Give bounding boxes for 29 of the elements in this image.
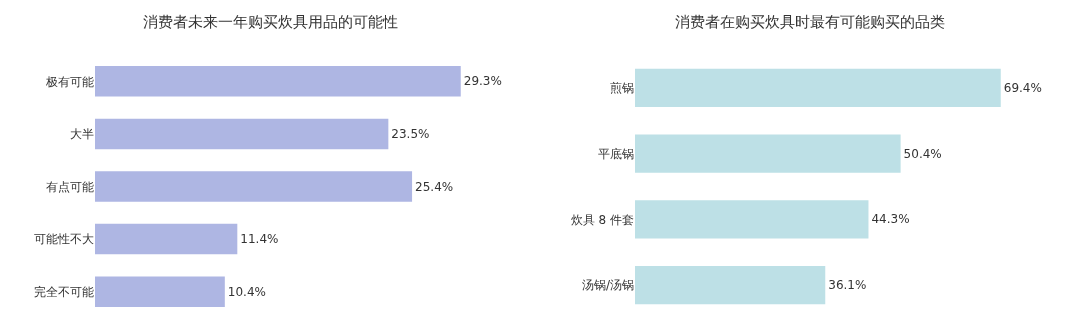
data-label: 10.4% <box>227 284 266 299</box>
y-tick-label: 炊具 8 件套 <box>570 212 634 227</box>
data-label: 69.4% <box>1003 80 1042 95</box>
data-label: 36.1% <box>828 278 867 293</box>
y-tick-label: 完全不可能 <box>34 284 94 299</box>
data-label: 44.3% <box>871 212 910 227</box>
data-label: 25.4% <box>415 179 454 194</box>
y-tick-label: 极有可能 <box>45 74 94 89</box>
bar <box>635 68 1001 107</box>
bar <box>95 171 413 202</box>
bar <box>95 66 461 97</box>
data-label: 11.4% <box>240 232 279 247</box>
bar <box>95 276 225 307</box>
data-label: 29.3% <box>463 74 502 89</box>
y-tick-label: 汤锅/汤锅 <box>581 278 634 293</box>
y-tick-label: 煎锅 <box>610 81 634 96</box>
chart-title: 消费者未来一年购买炊具用品的可能性 <box>142 12 398 31</box>
bar <box>95 118 389 150</box>
y-tick-label: 平底锅 <box>598 146 634 161</box>
bar <box>95 223 238 255</box>
bar <box>635 266 826 305</box>
y-tick-label: 大半 <box>70 127 94 142</box>
bar <box>635 134 901 173</box>
data-label: 50.4% <box>903 146 942 161</box>
chart-title: 消费者在购买炊具时最有可能购买的品类 <box>675 12 945 31</box>
y-tick-label: 可能性不大 <box>34 232 94 247</box>
bar <box>635 200 869 239</box>
y-tick-label: 有点可能 <box>46 179 94 194</box>
data-label: 23.5% <box>391 126 430 141</box>
